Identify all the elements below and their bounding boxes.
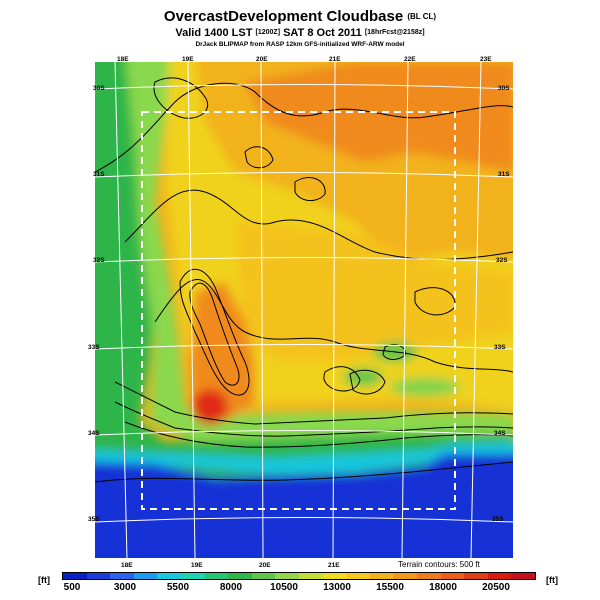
valid-time: Valid 1400 LST [1200Z] SAT 8 Oct 2011 [1…: [0, 26, 600, 40]
valid-utc: [1200Z]: [255, 29, 281, 37]
colorbar-swatch: [251, 573, 276, 579]
lon-label-bottom: 18E: [121, 562, 133, 569]
colorbar-tick-label: 20500: [482, 582, 510, 593]
colorbar-swatch: [416, 573, 441, 579]
colorbar-tick-label: 3000: [113, 582, 137, 593]
colorbar-swatch: [440, 573, 465, 579]
colorbar-swatch: [86, 573, 111, 579]
inner-domain-boundary: [141, 111, 456, 510]
colorbar-swatch: [298, 573, 323, 579]
terrain-contours: [95, 77, 513, 483]
lat-label-left: 32S: [93, 257, 105, 264]
colorbar-swatch: [157, 573, 181, 579]
map-title: OvercastDevelopment Cloudbase (BL CL): [0, 8, 600, 26]
lat-label-right: 33S: [494, 344, 506, 351]
colorbar: [62, 572, 536, 580]
colorbar-tick-label: 10500: [270, 582, 298, 593]
lat-label-left: 31S: [93, 171, 105, 178]
colorbar-swatch: [487, 573, 512, 579]
colorbar-swatch: [464, 573, 488, 579]
cloudbase-field: [95, 62, 513, 558]
colorbar-swatch: [204, 573, 229, 579]
colorbar-swatch: [180, 573, 205, 579]
terrain-contour-note: Terrain contours: 500 ft: [398, 560, 480, 569]
lat-label-right: 32S: [496, 257, 508, 264]
lon-label-bottom: 19E: [191, 562, 203, 569]
colorbar-tick-label: 18000: [429, 582, 457, 593]
colorbar-swatch: [393, 573, 417, 579]
valid-date: SAT 8 Oct 2011: [283, 27, 362, 39]
colorbar-unit-right: [ft]: [546, 575, 558, 585]
lat-label-right: 31S: [498, 171, 510, 178]
lon-label-top: 20E: [256, 56, 268, 63]
lon-label-top: 22E: [404, 56, 416, 63]
lat-label-left: 30S: [93, 85, 105, 92]
colorbar-swatch: [346, 573, 370, 579]
forecast-hour: [18hrFcst@2158z]: [364, 29, 425, 37]
colorbar-swatch: [133, 573, 158, 579]
colorbar-swatch: [369, 573, 394, 579]
lon-label-top: 21E: [329, 56, 341, 63]
lat-label-left: 35S: [88, 516, 100, 523]
colorbar-tick-label: 8000: [219, 582, 243, 593]
colorbar-swatch: [228, 573, 252, 579]
colorbar-swatch: [322, 573, 347, 579]
colorbar-tick-label: 5500: [166, 582, 190, 593]
cloudbase-map: [95, 62, 513, 558]
lon-label-top: 19E: [182, 56, 194, 63]
map-panel: [95, 62, 513, 558]
colorbar-swatch: [511, 573, 535, 579]
lat-label-left: 34S: [88, 430, 100, 437]
colorbar-swatch: [275, 573, 299, 579]
lat-label-right: 34S: [494, 430, 506, 437]
lat-label-right: 30S: [498, 85, 510, 92]
colorbar-unit-left: [ft]: [38, 575, 50, 585]
map-title-text: OvercastDevelopment Cloudbase: [163, 8, 404, 25]
colorbar-swatch: [63, 573, 87, 579]
title-block: OvercastDevelopment Cloudbase (BL CL) Va…: [0, 8, 600, 50]
valid-prefix: Valid 1400 LST: [175, 27, 253, 39]
lat-label-left: 33S: [88, 344, 100, 351]
colorbar-swatch: [110, 573, 134, 579]
lat-label-right: 35S: [492, 516, 504, 523]
lat-lon-grid: [95, 62, 513, 558]
lon-label-top: 23E: [480, 56, 492, 63]
model-credit: DrJack BLIPMAP from RASP 12km GFS-initia…: [195, 41, 405, 49]
colorbar-tick-label: 500: [63, 582, 81, 593]
map-title-suffix: (BL CL): [407, 12, 437, 21]
lon-label-bottom: 21E: [328, 562, 340, 569]
colorbar-tick-label: 13000: [323, 582, 351, 593]
colorbar-tick-label: 15500: [376, 582, 404, 593]
lon-label-bottom: 20E: [259, 562, 271, 569]
lon-label-top: 18E: [117, 56, 129, 63]
